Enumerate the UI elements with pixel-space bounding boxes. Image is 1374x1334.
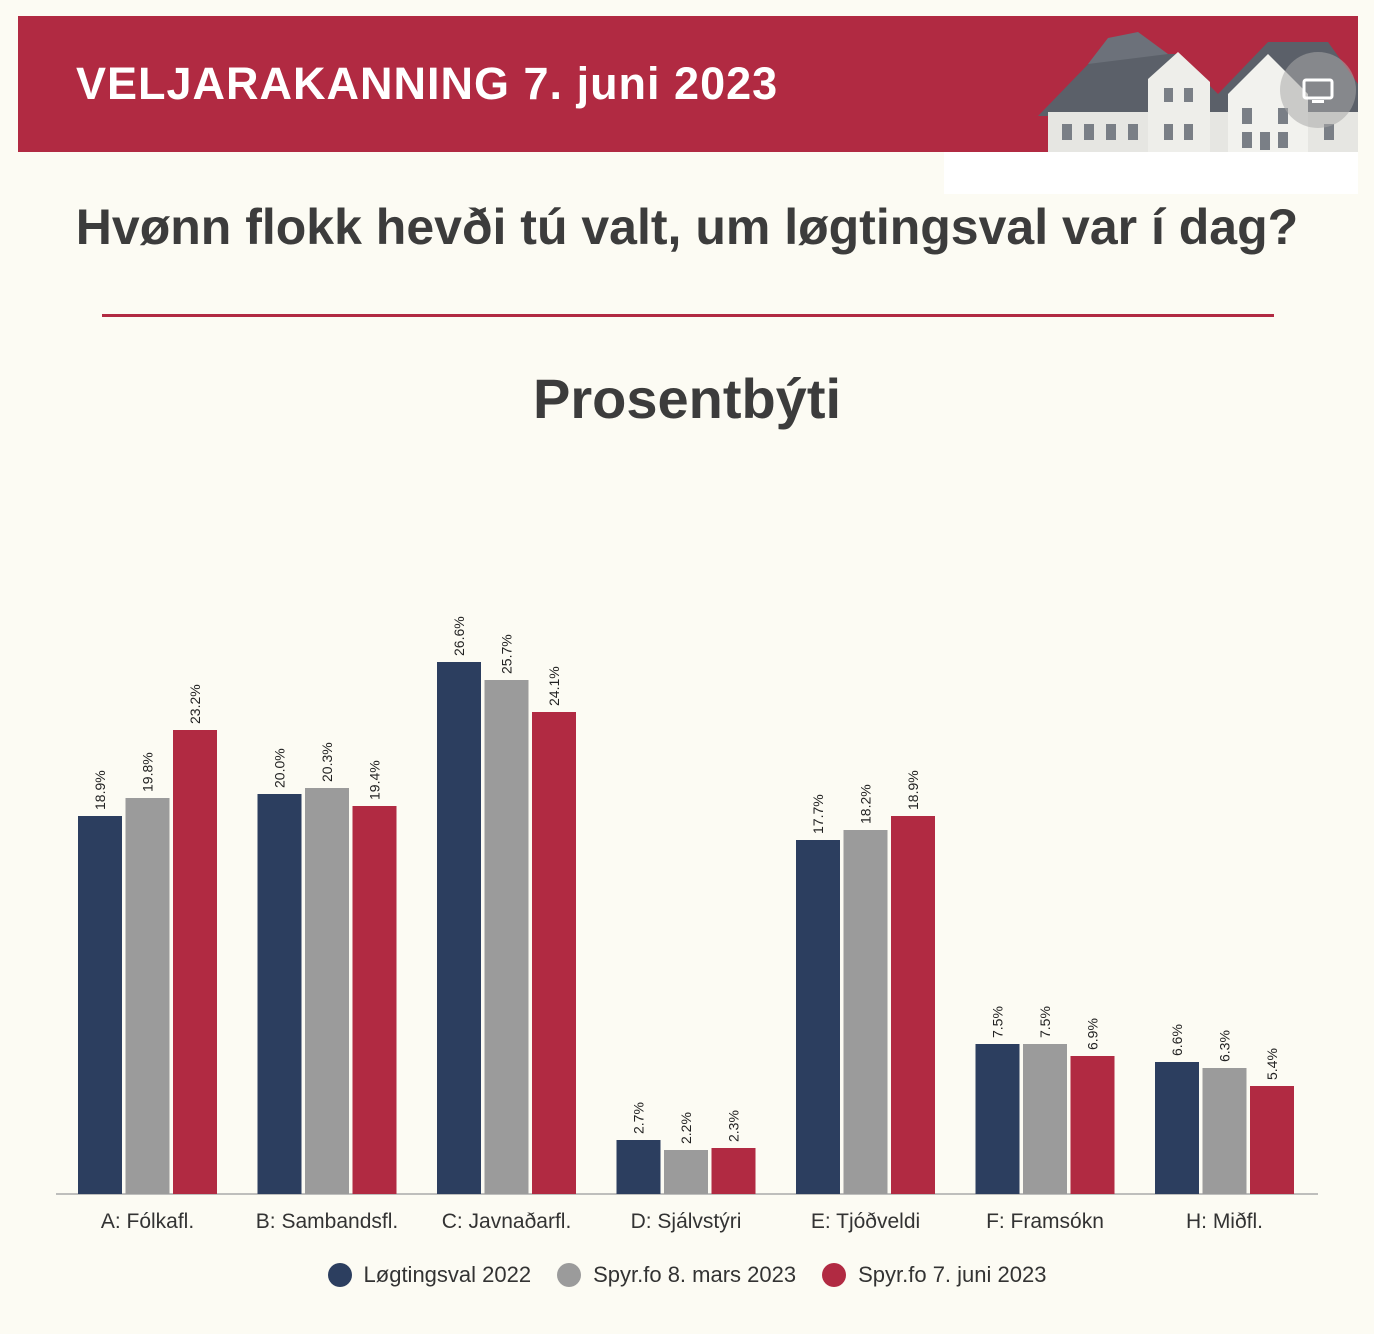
bar (78, 816, 122, 1194)
legend-label: Spyr.fo 7. juni 2023 (858, 1262, 1047, 1287)
bar (532, 712, 576, 1194)
legend-swatch (822, 1263, 847, 1287)
data-label: 17.7% (810, 794, 826, 834)
survey-question: Hvønn flokk hevði tú valt, um løgtingsva… (75, 199, 1299, 255)
divider (102, 314, 1274, 317)
bar (1250, 1086, 1294, 1194)
data-label: 6.3% (1217, 1030, 1233, 1062)
data-label: 2.2% (678, 1112, 694, 1144)
image-caption-strip (944, 152, 1358, 194)
data-label: 6.6% (1169, 1024, 1185, 1056)
bar (305, 788, 349, 1194)
category-label: E: Tjóðveldi (811, 1210, 920, 1233)
data-label: 7.5% (990, 1006, 1006, 1038)
data-label: 24.1% (546, 666, 562, 706)
data-label: 5.4% (1264, 1048, 1280, 1080)
category-label: B: Sambandsfl. (256, 1210, 398, 1233)
chart-title: Prosentbýti (532, 367, 842, 430)
bar (616, 1140, 661, 1194)
bar (975, 1044, 1020, 1194)
legend-label: Løgtingsval 2022 (363, 1262, 532, 1287)
data-label: 26.6% (451, 616, 467, 656)
data-label: 20.3% (319, 742, 335, 782)
bar (843, 830, 888, 1194)
legend-swatch (557, 1263, 582, 1287)
data-label: 20.0% (272, 748, 288, 788)
data-label: 23.2% (187, 684, 203, 724)
bar (352, 806, 397, 1194)
bar (484, 680, 529, 1194)
bar (1070, 1056, 1115, 1194)
data-label: 7.5% (1037, 1006, 1053, 1038)
data-label: 19.8% (140, 752, 156, 792)
header-title: VELJARAKANNING 7. juni 2023 (76, 58, 779, 109)
bar (1202, 1068, 1247, 1194)
category-label: A: Fólkafl. (101, 1210, 194, 1233)
legend-swatch (327, 1263, 352, 1287)
bar (437, 662, 481, 1194)
category-label: H: Miðfl. (1186, 1210, 1263, 1233)
screen-mode-button[interactable] (1280, 52, 1356, 128)
category-label: C: Javnaðarfl. (442, 1210, 572, 1233)
bar (173, 730, 217, 1194)
data-label: 6.9% (1085, 1018, 1101, 1050)
bar (796, 840, 840, 1194)
legend: Løgtingsval 2022 Spyr.fo 8. mars 2023 Spyr… (0, 1262, 1374, 1288)
data-label: 18.2% (858, 784, 874, 824)
monitor-icon (1302, 78, 1334, 103)
category-label: F: Framsókn (986, 1210, 1104, 1233)
bar (257, 794, 302, 1194)
data-label: 2.7% (631, 1102, 647, 1134)
bar (664, 1150, 708, 1194)
legend-item: Løgtingsval 2022 (327, 1262, 532, 1288)
bar (711, 1148, 756, 1194)
data-label: 18.9% (92, 770, 108, 810)
legend-item: Spyr.fo 7. juni 2023 (822, 1262, 1046, 1288)
data-label: 18.9% (905, 770, 921, 810)
header-banner: VELJARAKANNING 7. juni 2023 (18, 16, 1358, 152)
bar (125, 798, 170, 1194)
data-label: 19.4% (367, 760, 383, 800)
data-label: 2.3% (726, 1110, 742, 1142)
bar-chart: 18.9% 19.8% 23.2% A: Fólkafl. 20.0% 20.3% 19.4… (56, 616, 1318, 1233)
bar (1155, 1062, 1199, 1194)
legend-label: Spyr.fo 8. mars 2023 (593, 1262, 797, 1287)
category-label: D: Sjálvstýri (631, 1210, 742, 1233)
bar (891, 816, 935, 1194)
bar (1023, 1044, 1067, 1194)
legend-item: Spyr.fo 8. mars 2023 (557, 1262, 796, 1288)
data-label: 25.7% (499, 634, 515, 674)
